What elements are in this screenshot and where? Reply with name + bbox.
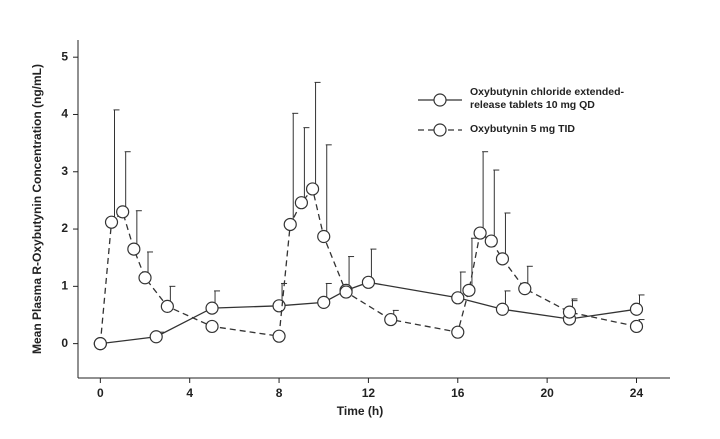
marker — [317, 229, 331, 244]
marker — [495, 302, 510, 316]
x-tick-label: 16 — [451, 386, 465, 400]
marker — [305, 182, 320, 196]
marker — [138, 271, 152, 285]
legend-label: Oxybutynin 5 mg TID — [470, 123, 576, 135]
marker — [484, 234, 498, 248]
marker — [205, 301, 219, 315]
marker — [629, 319, 644, 334]
marker — [473, 226, 487, 240]
marker — [495, 252, 510, 266]
marker — [518, 282, 532, 296]
marker — [272, 329, 286, 343]
y-tick-label: 0 — [61, 336, 68, 350]
series-line — [99, 187, 637, 344]
marker — [317, 295, 331, 309]
x-axis-label: Time (h) — [337, 404, 383, 418]
marker — [294, 196, 308, 210]
marker — [149, 330, 163, 344]
y-tick-label: 1 — [61, 279, 68, 293]
marker — [127, 242, 141, 256]
x-tick-label: 12 — [362, 386, 376, 400]
marker — [116, 205, 130, 219]
marker — [629, 302, 644, 316]
marker — [339, 285, 353, 299]
y-tick-label: 4 — [61, 107, 68, 121]
marker — [93, 337, 107, 351]
marker — [160, 299, 174, 313]
marker — [272, 299, 286, 313]
y-tick-label: 5 — [61, 49, 68, 63]
x-tick-label: 0 — [97, 386, 104, 400]
x-tick-label: 8 — [276, 386, 283, 400]
marker — [205, 319, 219, 334]
legend-marker — [433, 93, 447, 107]
marker — [451, 325, 465, 339]
marker — [361, 275, 376, 289]
y-tick-label: 3 — [61, 164, 68, 178]
marker — [283, 217, 297, 232]
marker — [462, 283, 476, 297]
legend-marker — [433, 123, 447, 137]
y-axis-label: Mean Plasma R-Oxybutynin Concentration (… — [30, 64, 44, 354]
x-tick-label: 24 — [630, 386, 644, 400]
marker — [562, 305, 577, 319]
x-tick-label: 4 — [186, 386, 193, 400]
y-tick-label: 2 — [61, 221, 68, 235]
marker — [384, 312, 398, 327]
series-line — [100, 281, 637, 345]
x-tick-label: 20 — [540, 386, 554, 400]
marker — [451, 291, 465, 305]
marker — [104, 215, 119, 229]
legend-label: Oxybutynin chloride extended-release tab… — [470, 86, 625, 111]
